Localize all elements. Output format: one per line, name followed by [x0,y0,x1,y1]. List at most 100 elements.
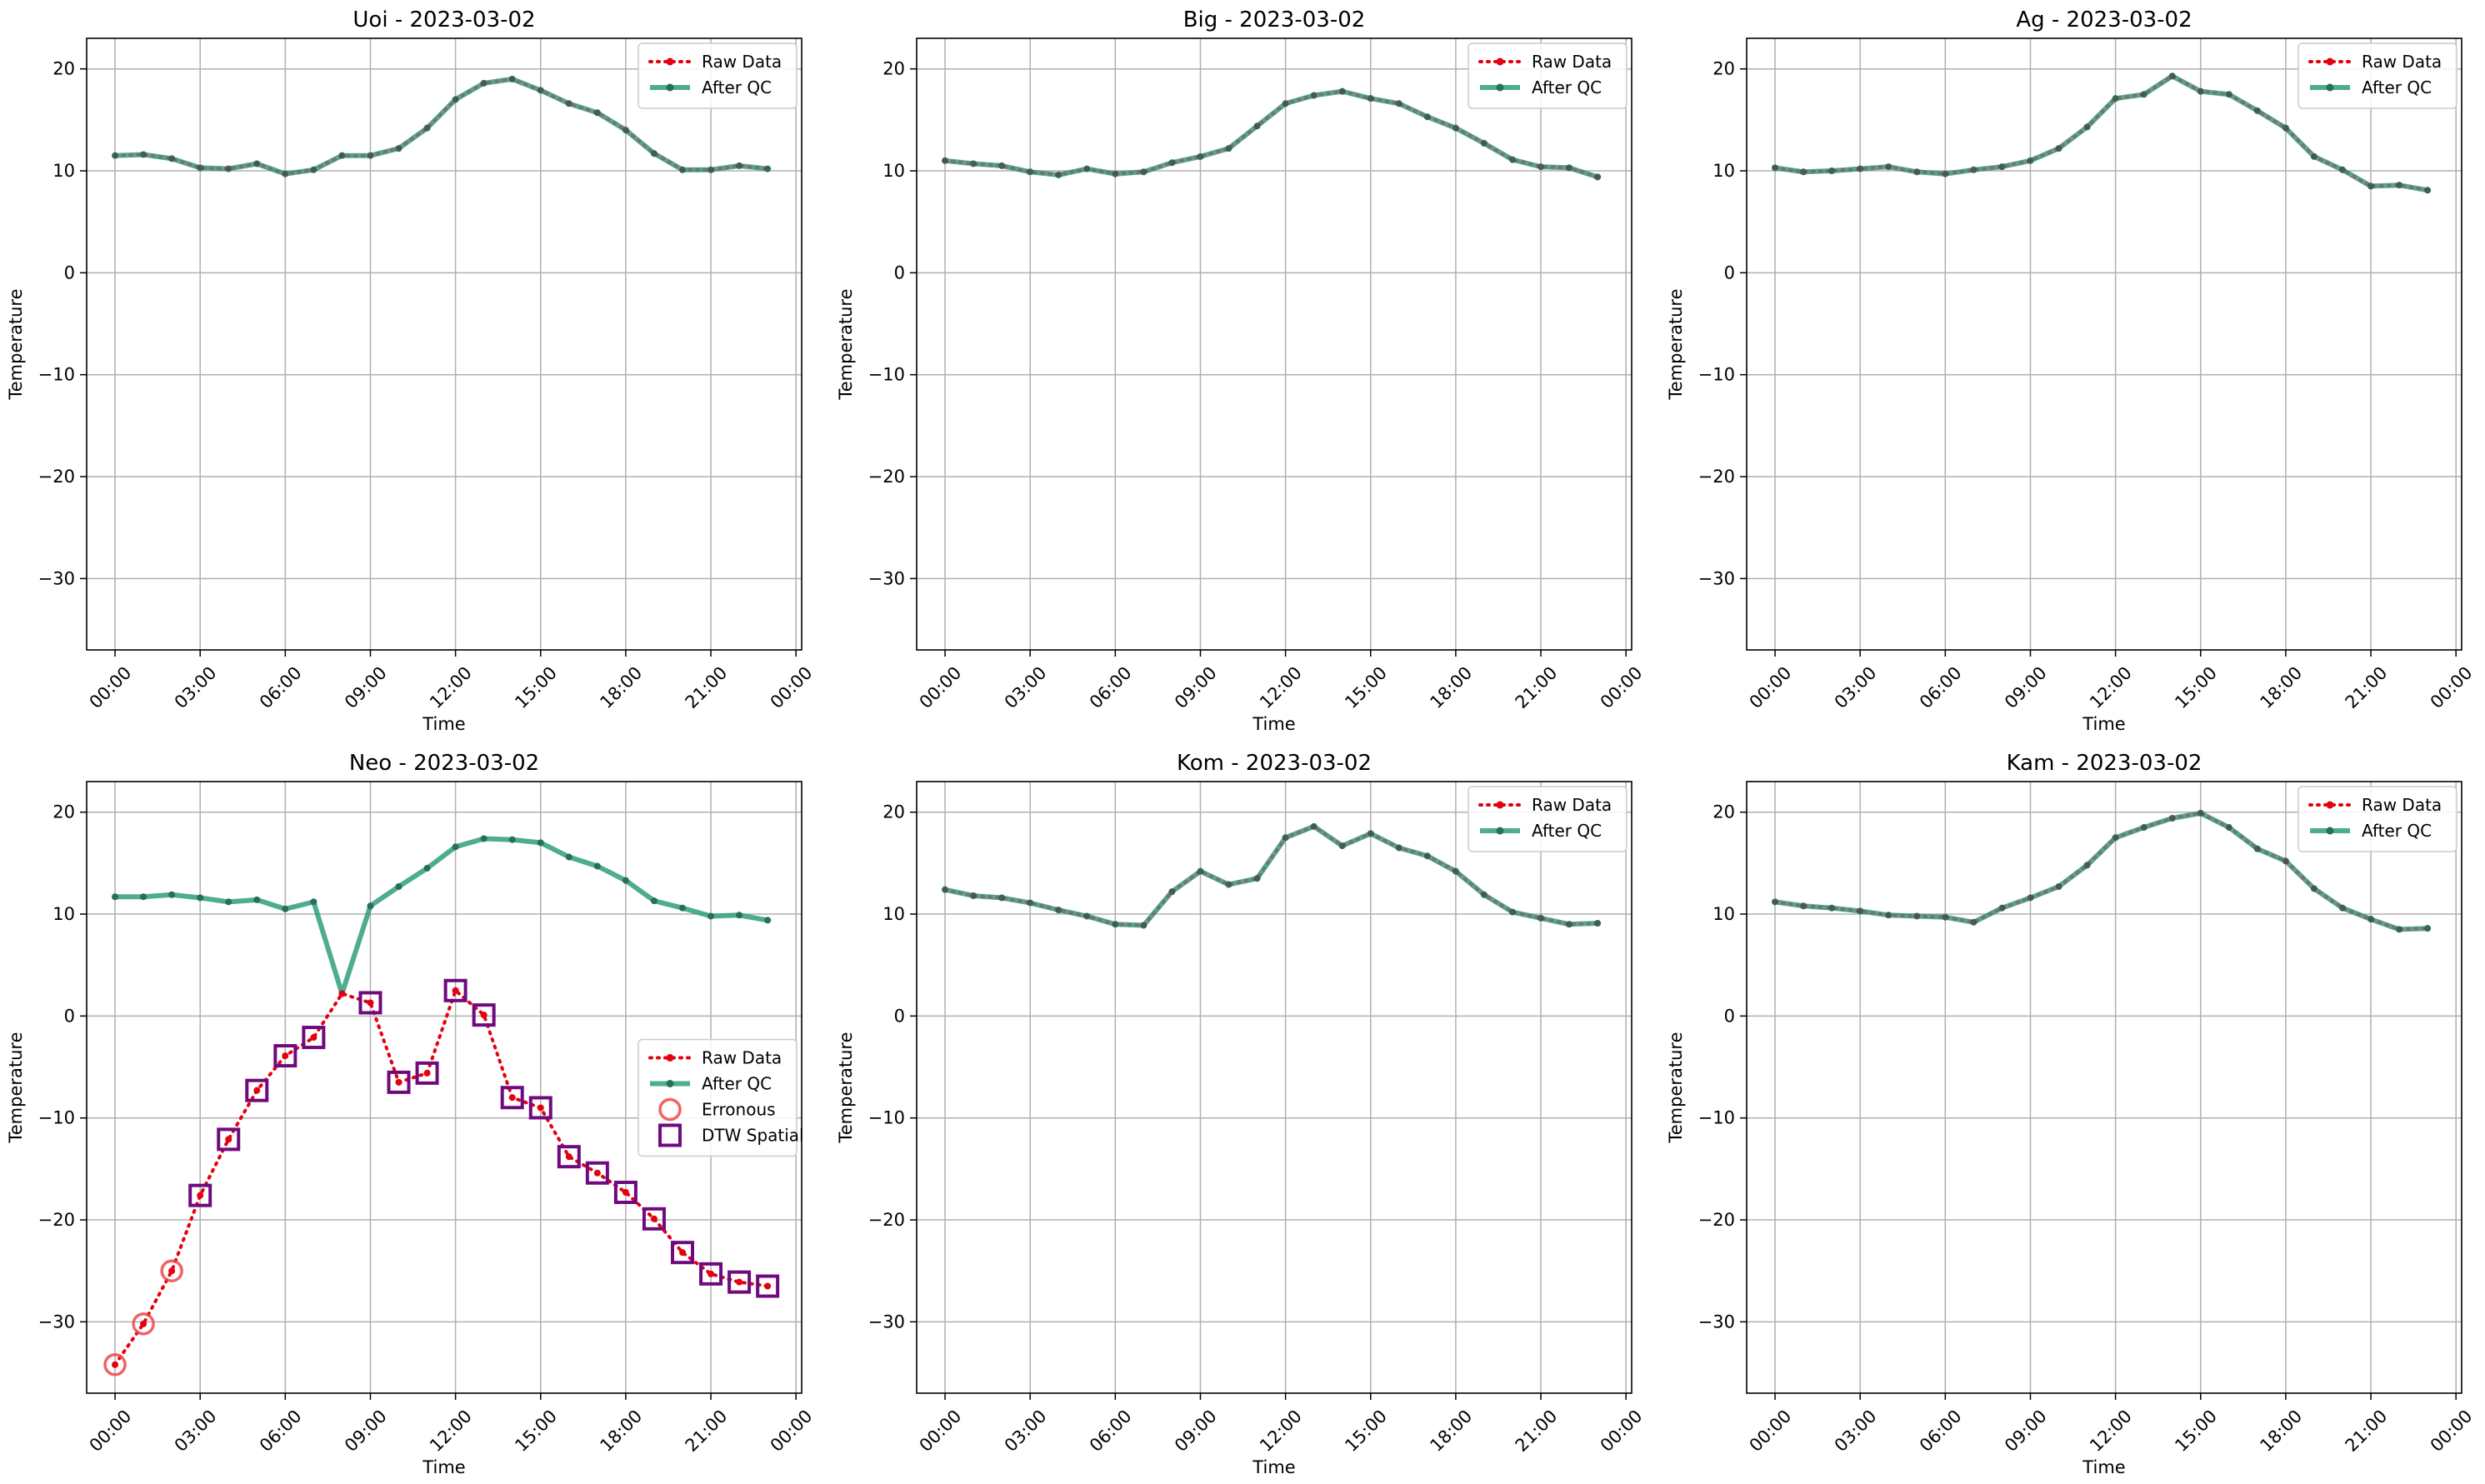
after-qc-point [338,152,346,159]
after-qc-point [2140,824,2148,832]
chart-panel-2: −30 −20 −10 0 10 20 00:00 03:00 06:00 09:00 12:00 1… [1666,7,2476,734]
raw-data-point [622,1189,629,1197]
after-qc-point [593,862,601,870]
x-tick-label: 18:00 [1426,662,1476,712]
legend-label: After QC [1532,821,1602,841]
after-qc-point [1970,166,1978,173]
x-tick-label: 00:00 [2427,1406,2477,1456]
after-qc-point [537,87,544,94]
dtw-spatial-marker [756,1274,780,1298]
after-qc-point [1998,163,2006,171]
legend-label: After QC [702,77,772,97]
y-tick-label: −10 [868,365,905,385]
y-tick-label: 0 [894,1006,905,1026]
x-axis-label: Time [1252,714,1295,734]
x-tick-label: 09:00 [2001,662,2051,712]
raw-data-point [679,1249,686,1257]
raw-data-point [452,987,459,994]
raw-data-point [508,1094,516,1102]
raw-data-point [197,1192,204,1199]
x-tick-label: 21:00 [1512,662,1562,712]
after-qc-point [2055,145,2062,152]
after-qc-point [2225,91,2232,98]
after-qc-point [1168,888,1176,896]
legend-label: Raw Data [1532,52,1612,72]
legend: Raw Data After QC [1468,786,1628,852]
after-qc-point [1027,168,1034,176]
dtw-spatial-marker [472,1003,496,1027]
after-qc-point [480,79,488,87]
x-tick-label: 18:00 [1426,1406,1476,1456]
y-tick-label: −30 [868,568,905,588]
after-qc-point [593,109,601,117]
legend: Raw Data After QC [2298,42,2458,109]
after-qc-point [2112,95,2119,102]
after-qc-point [1480,140,1488,147]
legend-box [1468,786,1628,852]
after-qc-point [2339,166,2346,173]
x-axis-label: Time [1252,1457,1295,1477]
after-qc-point [367,902,374,910]
x-tick-label: 21:00 [682,1406,732,1456]
x-tick-label: 09:00 [1171,1406,1221,1456]
after-qc-point [452,843,459,851]
axes-frame [916,781,1632,1394]
x-tick-label: 06:00 [256,1406,306,1456]
legend-qc-marker [1496,83,1504,92]
after-qc-point [1055,907,1062,914]
raw-data-point [395,1078,402,1086]
y-axis-label: Temperature [836,1032,856,1143]
after-qc-point [1395,100,1402,107]
after-qc-point [2027,894,2034,902]
after-qc-point [1395,844,1402,852]
dtw-spatial-marker [500,1086,524,1110]
after-qc-point [1970,918,1978,926]
x-tick-label: 06:00 [1916,662,1966,712]
erroneous-marker [103,1352,127,1377]
after-qc-point [253,896,261,903]
after-qc-point [1452,124,1459,132]
dtw-spatial-marker [642,1207,666,1231]
x-tick-label: 09:00 [341,662,391,712]
chart-title: Kom - 2023-03-02 [1177,751,1372,776]
dtw-spatial-marker [585,1161,609,1185]
x-axis-label: Time [422,1457,465,1477]
after-qc-point [1083,912,1091,920]
raw-data-line [113,77,770,176]
after-qc-point [2282,124,2289,132]
legend-label: DTW Spatial [702,1126,804,1146]
after-qc-point [168,891,176,898]
after-qc-point [970,892,978,900]
after-qc-point [310,166,318,173]
after-qc-point [1857,907,1864,915]
x-tick-label: 06:00 [1086,662,1136,712]
raw-data-point [282,1052,289,1060]
dtw-spatial-marker [302,1026,326,1050]
after-qc-line [115,836,768,997]
x-tick-label: 09:00 [2001,1406,2051,1456]
axes-frame [86,37,802,651]
after-qc-point [736,162,743,169]
legend-box [2298,42,2458,109]
after-qc-point [395,883,402,891]
raw-data-point [650,1215,658,1222]
after-qc-point [282,170,289,177]
legend-raw-marker [2326,57,2334,66]
after-qc-point [1112,170,1119,177]
after-qc-point [2368,182,2375,190]
chart-panel-1: −30 −20 −10 0 10 20 00:00 03:00 06:00 09:00 12:00 1… [836,7,1646,734]
legend: Raw Data After QC Erronous DTW Spatial [638,1038,804,1157]
after-qc-point [197,894,204,902]
after-qc-point [1168,159,1176,167]
legend-raw-marker [666,57,674,66]
after-qc-point [1998,904,2006,912]
x-tick-label: 15:00 [1341,1406,1391,1456]
x-tick-label: 00:00 [767,662,817,712]
after-qc-point [2083,862,2091,869]
dtw-spatial-marker [671,1241,694,1265]
after-qc-point [1594,920,1602,927]
after-qc-point [942,886,949,893]
after-qc-point [1509,156,1516,163]
after-qc-point [1310,92,1318,99]
